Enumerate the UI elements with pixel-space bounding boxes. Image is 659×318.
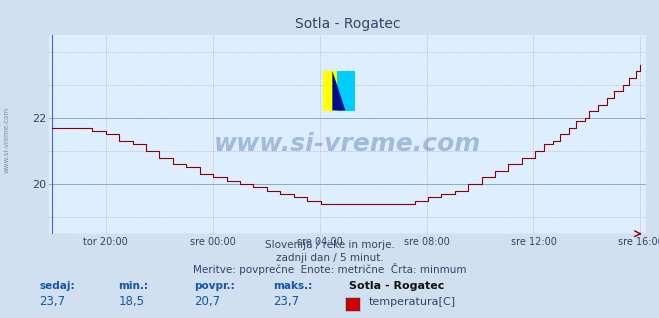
FancyBboxPatch shape <box>322 71 341 111</box>
Text: 20,7: 20,7 <box>194 295 221 308</box>
Text: www.si-vreme.com: www.si-vreme.com <box>214 132 481 156</box>
Text: 23,7: 23,7 <box>40 295 66 308</box>
Text: 23,7: 23,7 <box>273 295 300 308</box>
Text: 18,5: 18,5 <box>119 295 144 308</box>
Text: Slovenija / reke in morje.: Slovenija / reke in morje. <box>264 240 395 250</box>
Text: www.si-vreme.com: www.si-vreme.com <box>3 107 10 173</box>
Text: Sotla - Rogatec: Sotla - Rogatec <box>349 281 445 291</box>
Text: Meritve: povprečne  Enote: metrične  Črta: minmum: Meritve: povprečne Enote: metrične Črta:… <box>192 264 467 275</box>
Text: temperatura[C]: temperatura[C] <box>369 297 456 307</box>
Text: sedaj:: sedaj: <box>40 281 75 291</box>
FancyBboxPatch shape <box>337 71 355 111</box>
Polygon shape <box>332 71 345 111</box>
Text: maks.:: maks.: <box>273 281 313 291</box>
Title: Sotla - Rogatec: Sotla - Rogatec <box>295 17 401 31</box>
Text: povpr.:: povpr.: <box>194 281 235 291</box>
Text: min.:: min.: <box>119 281 149 291</box>
Text: zadnji dan / 5 minut.: zadnji dan / 5 minut. <box>275 253 384 263</box>
